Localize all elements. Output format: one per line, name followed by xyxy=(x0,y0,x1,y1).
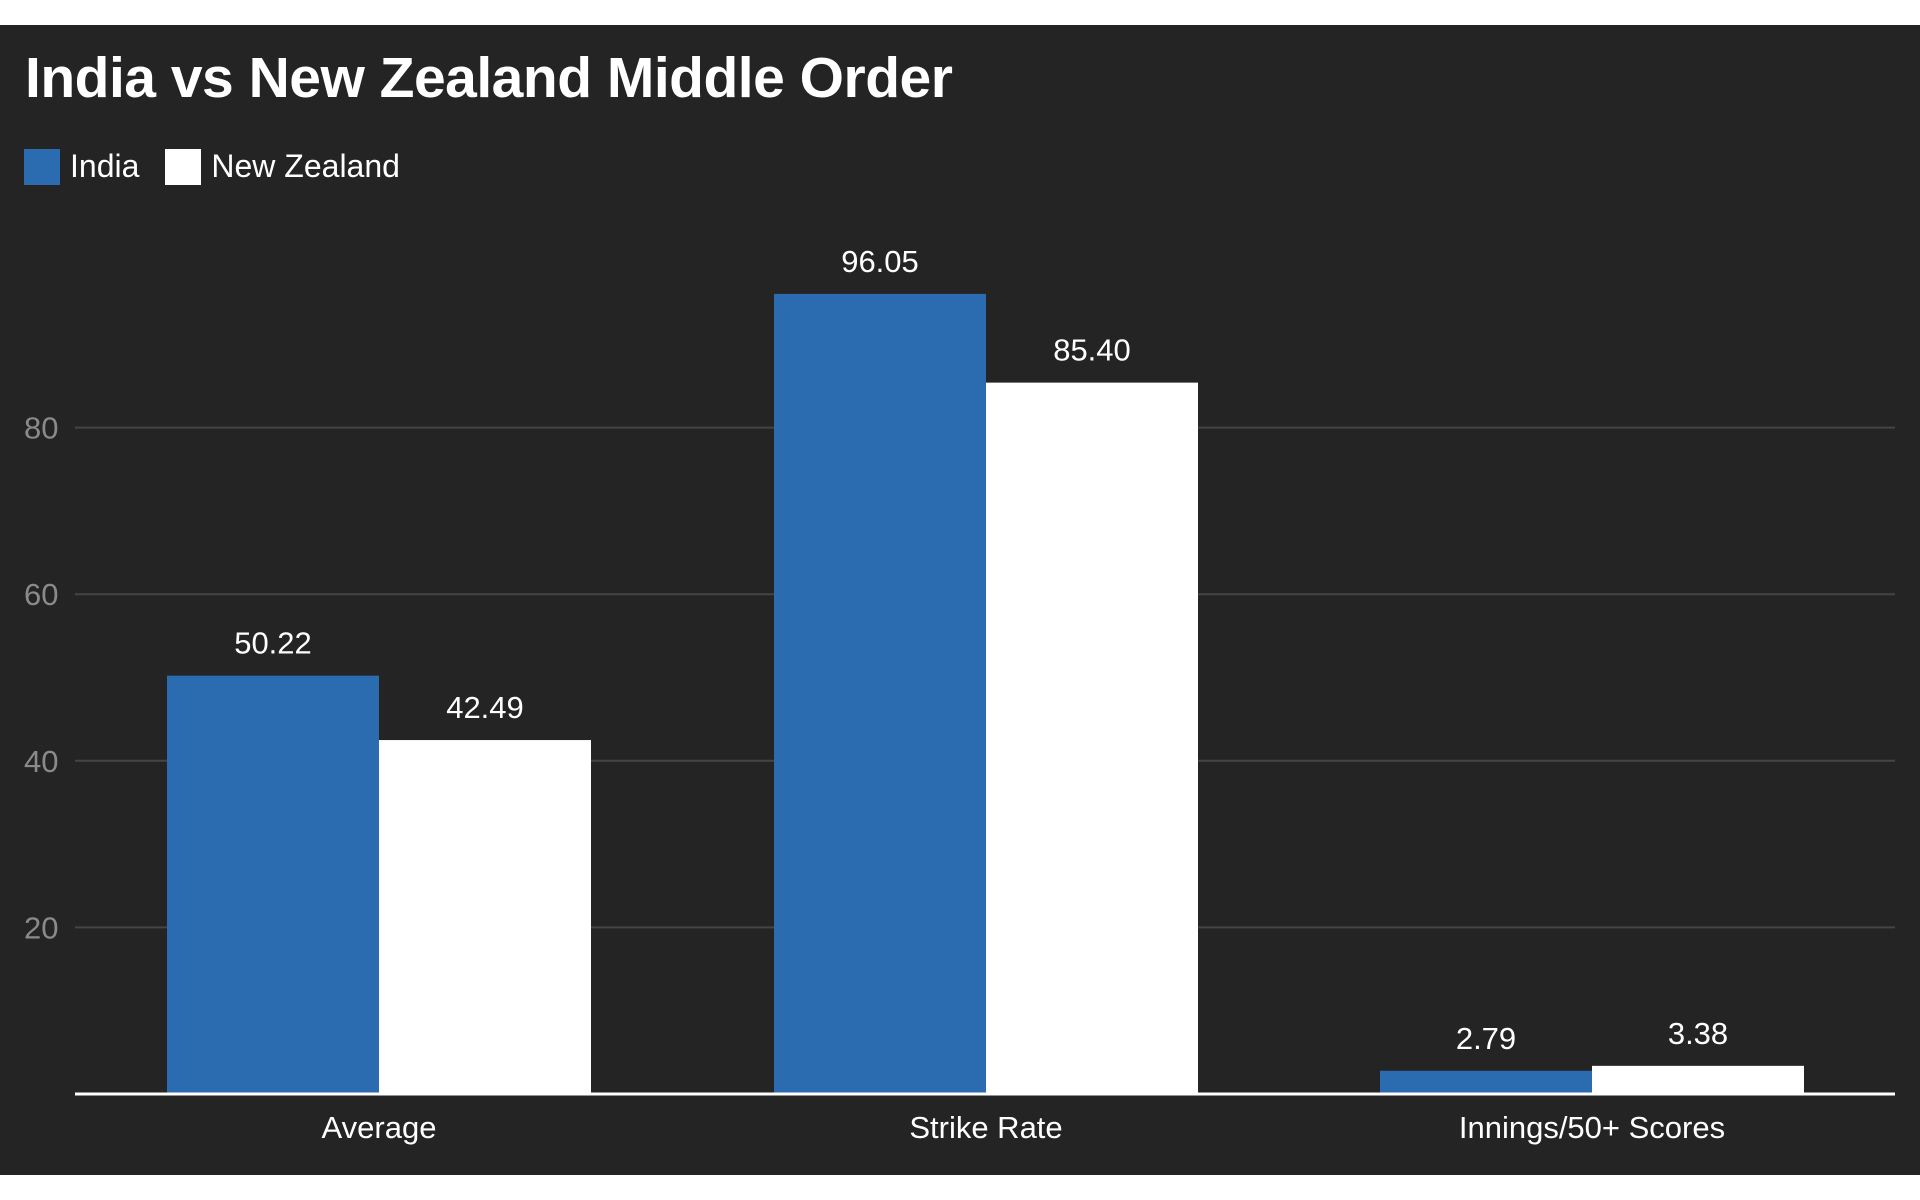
legend-item-india: India xyxy=(24,148,139,185)
legend-item-new-zealand: New Zealand xyxy=(165,148,400,185)
y-tick-label: 80 xyxy=(24,411,58,446)
bar-new-zealand xyxy=(986,382,1198,1094)
data-label-india: 96.05 xyxy=(841,244,919,279)
data-label-india: 2.79 xyxy=(1456,1021,1516,1056)
bar-india xyxy=(167,675,379,1094)
legend-label-new-zealand: New Zealand xyxy=(211,148,400,184)
bar-india xyxy=(774,293,986,1094)
legend-swatch-india xyxy=(24,148,60,185)
legend: India New Zealand xyxy=(24,148,400,185)
legend-swatch-new-zealand xyxy=(165,148,202,185)
data-label-new-zealand: 85.40 xyxy=(1053,333,1131,368)
chart-title: India vs New Zealand Middle Order xyxy=(25,46,953,110)
y-tick-label: 60 xyxy=(24,577,58,612)
bar-new-zealand xyxy=(379,740,591,1094)
bar-india xyxy=(1380,1070,1592,1094)
y-tick-label: 20 xyxy=(24,910,58,945)
y-tick-label: 40 xyxy=(24,744,58,779)
x-tick-label: Average xyxy=(322,1110,437,1145)
bottom-strip xyxy=(0,1175,1920,1200)
bar-new-zealand xyxy=(1592,1065,1804,1094)
data-label-new-zealand: 42.49 xyxy=(446,690,524,725)
x-tick-label: Strike Rate xyxy=(909,1110,1062,1145)
x-tick-label: Innings/50+ Scores xyxy=(1459,1110,1725,1145)
data-label-india: 50.22 xyxy=(234,626,312,661)
data-label-new-zealand: 3.38 xyxy=(1668,1016,1728,1051)
legend-label-india: India xyxy=(70,148,140,184)
